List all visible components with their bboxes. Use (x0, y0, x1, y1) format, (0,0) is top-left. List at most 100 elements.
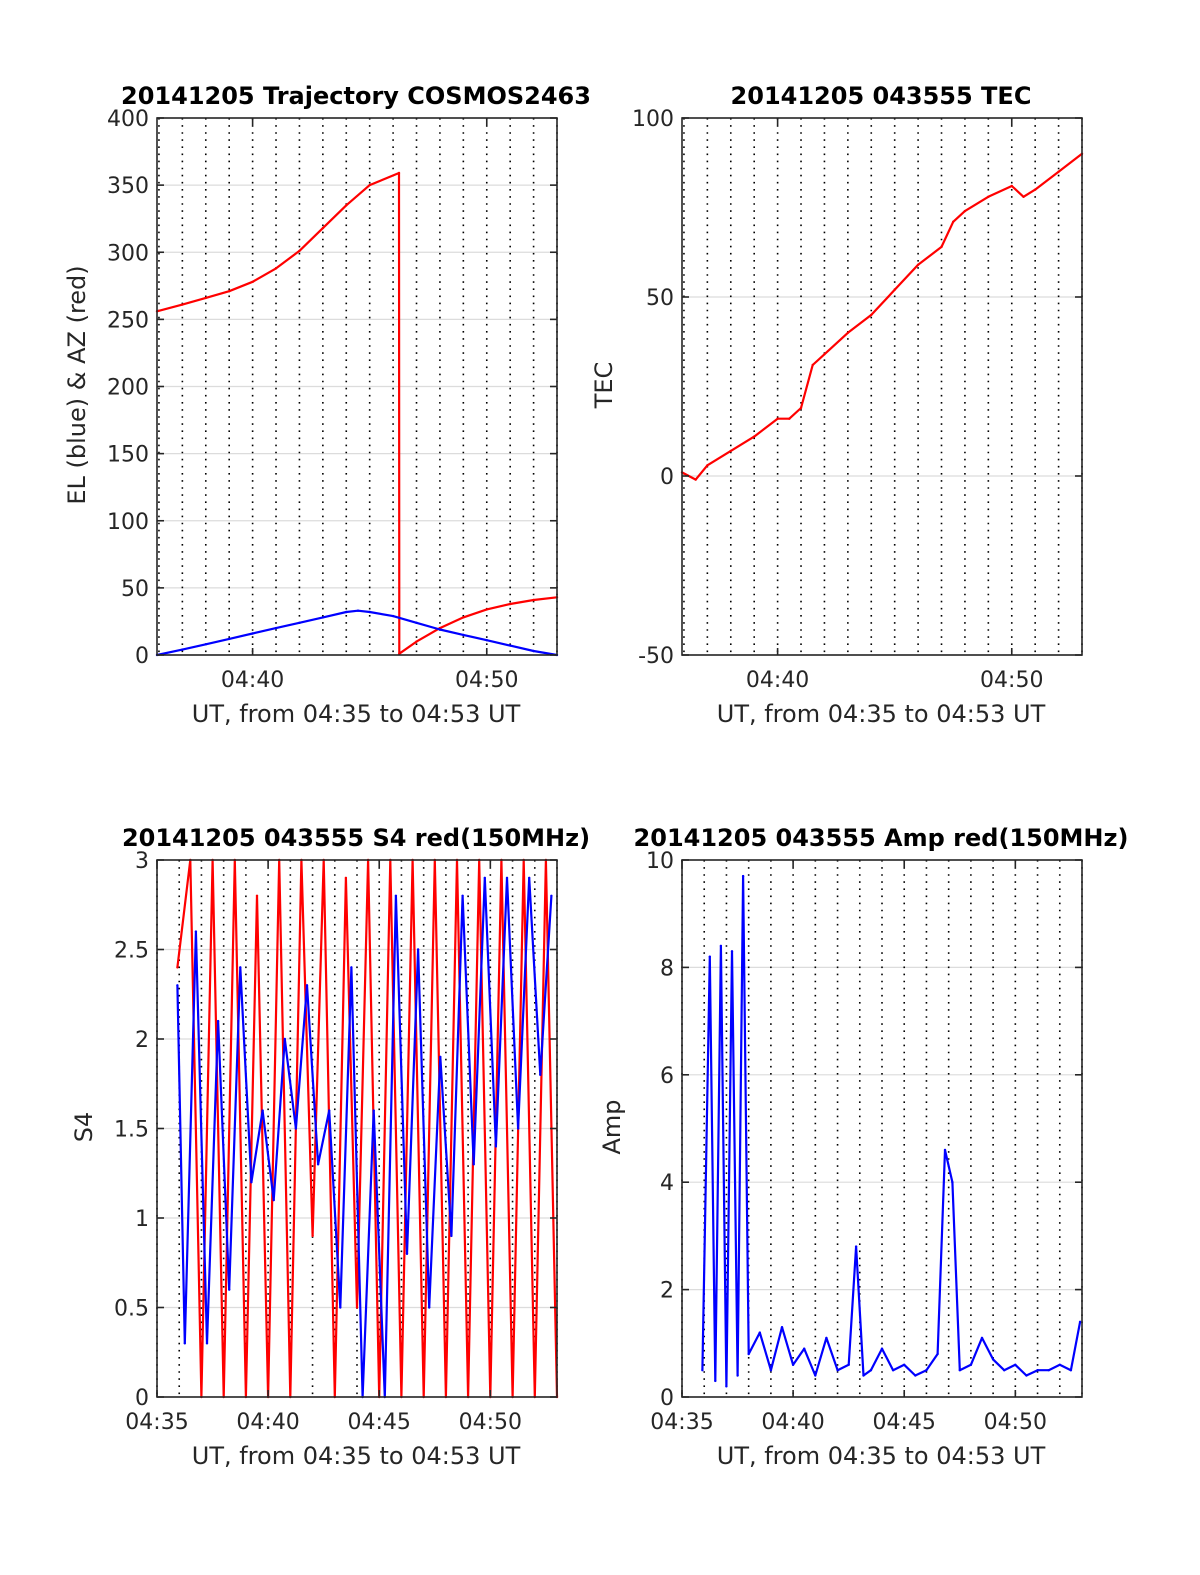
x-tick-label: 04:40 (746, 668, 809, 693)
data-point (799, 406, 803, 410)
x-axis-label: UT, from 04:35 to 04:53 UT (717, 700, 1046, 728)
data-point (509, 644, 512, 647)
data-point (870, 313, 873, 317)
data-point (483, 876, 486, 880)
data-point (1078, 1320, 1082, 1324)
data-point (903, 1363, 906, 1367)
y-tick-label: -50 (638, 644, 674, 669)
data-point (368, 183, 371, 187)
data-point (261, 1109, 264, 1112)
series-line-az (156, 171, 558, 655)
data-point (1057, 170, 1060, 173)
data-point (204, 643, 207, 646)
data-point (943, 1148, 947, 1152)
data-point (916, 263, 920, 266)
data-point (494, 1145, 498, 1148)
y-tick-label: 150 (107, 443, 149, 468)
data-point (345, 204, 348, 207)
data-point (355, 1306, 359, 1309)
series-line-el (156, 609, 558, 657)
y-tick-label: 100 (107, 510, 149, 535)
data-point (462, 616, 465, 619)
data-point (891, 1369, 895, 1372)
panel-s4: 20141205 043555 S4 red(150MHz) 0 0.5 1 1.5 2… (70, 824, 590, 1470)
data-point (1034, 188, 1037, 191)
panel-amp: 20141205 043555 Amp red(150MHz) 0 2 4 6 8 10 0… (598, 824, 1128, 1470)
data-point (1022, 195, 1025, 198)
data-point (345, 610, 348, 614)
data-point (181, 303, 184, 306)
x-tick-label: 04:35 (125, 1410, 188, 1435)
data-point (1058, 1363, 1062, 1367)
y-tick-label: 100 (632, 107, 674, 132)
data-point (893, 288, 896, 291)
data-point (462, 633, 465, 637)
y-tick-label: 10 (646, 849, 674, 874)
data-point (963, 209, 967, 213)
data-point (176, 984, 179, 987)
data-point (532, 598, 535, 602)
data-point (415, 640, 418, 643)
data-point (339, 1306, 342, 1309)
data-point (228, 1288, 231, 1291)
data-point (255, 894, 259, 897)
y-tick-label: 1.5 (114, 1118, 149, 1143)
data-point (272, 1198, 275, 1202)
data-point (239, 966, 242, 969)
data-point (701, 1369, 704, 1372)
data-point (439, 1055, 442, 1059)
data-point (940, 245, 943, 249)
data-point (472, 1163, 475, 1166)
data-point (251, 280, 254, 283)
y-tick-label: 1 (135, 1207, 149, 1232)
data-point (880, 1347, 884, 1350)
chart-title: 20141205 043555 S4 red(150MHz) (122, 824, 590, 852)
data-point (283, 1037, 286, 1041)
y-tick-label: 50 (121, 577, 149, 602)
data-point (847, 1363, 850, 1367)
data-point (205, 1342, 209, 1345)
data-point (714, 1379, 717, 1383)
x-tick-label: 04:40 (221, 668, 284, 693)
data-point (803, 1347, 806, 1350)
series-line-tec (681, 152, 1083, 481)
series-line-amp (701, 874, 1082, 1388)
data-point (316, 1163, 320, 1166)
data-point (450, 1234, 453, 1238)
data-point (416, 948, 420, 951)
data-point (350, 966, 353, 969)
y-tick-label: 50 (646, 286, 674, 311)
data-point (758, 1331, 761, 1334)
data-point (485, 608, 488, 611)
data-point (776, 417, 779, 420)
data-point (391, 614, 395, 618)
y-tick-label: 4 (660, 1171, 674, 1196)
data-point (415, 621, 418, 624)
y-tick-label: 0 (135, 1386, 149, 1411)
chart-title: 20141205 043555 Amp red(150MHz) (634, 824, 1129, 852)
data-point (854, 1245, 858, 1248)
data-point (1010, 184, 1013, 188)
data-point (1014, 1363, 1017, 1367)
data-point (1036, 1369, 1039, 1372)
data-point (811, 363, 814, 367)
data-point (823, 353, 826, 356)
data-point (461, 894, 464, 897)
data-point (228, 290, 231, 293)
data-point (791, 1363, 795, 1367)
y-axis-label: EL (blue) & AZ (red) (63, 265, 91, 504)
data-point (869, 1369, 873, 1372)
y-tick-label: 8 (660, 956, 674, 981)
y-tick-label: 350 (107, 174, 149, 199)
data-point (925, 1369, 928, 1372)
data-point (274, 267, 278, 270)
data-point (311, 1234, 314, 1238)
data-point (274, 626, 278, 630)
data-point (528, 876, 531, 880)
data-point (539, 1073, 542, 1077)
data-point (958, 1369, 961, 1372)
data-point (294, 1127, 298, 1130)
data-point (485, 639, 488, 642)
